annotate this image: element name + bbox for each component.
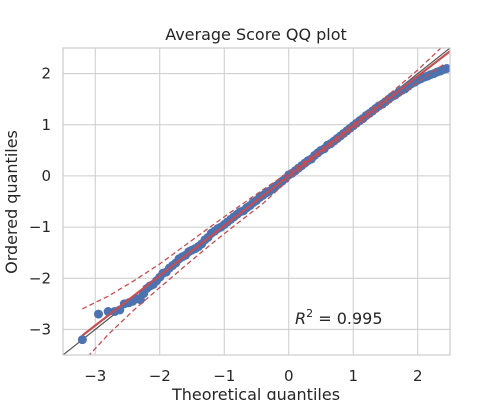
x-tick-label: 2: [413, 367, 423, 385]
fit-line: [81, 50, 450, 337]
data-point: [93, 309, 103, 319]
chart-title: Average Score QQ plot: [165, 25, 347, 44]
x-tick-label: 0: [284, 367, 294, 385]
confidence-band: [82, 48, 444, 355]
plot-frame: [62, 47, 451, 356]
confidence-band-lower: [88, 63, 444, 355]
x-tick-labels: −3 −2 −1 0 1 2: [84, 367, 422, 385]
r-squared-annotation: R2 = 0.995: [295, 307, 383, 328]
x-tick-label: −2: [149, 367, 171, 385]
r-squared-superscript: 2: [306, 307, 313, 320]
x-tick-label: −3: [84, 367, 106, 385]
y-tick-label: −1: [29, 218, 51, 236]
data-point: [442, 63, 450, 73]
r-squared-symbol: R: [295, 309, 306, 328]
y-axis-label: Ordered quantiles: [2, 130, 21, 274]
confidence-band-upper: [82, 48, 442, 310]
y-tick-label: 1: [41, 116, 51, 134]
y-tick-labels: −3 −2 −1 0 1 2: [29, 65, 51, 339]
grid-lines: [63, 48, 450, 355]
fit-line-group: [81, 50, 450, 337]
r-squared-value: = 0.995: [313, 309, 382, 328]
data-points: [77, 63, 450, 345]
x-tick-label: 1: [348, 367, 358, 385]
x-tick-label: −1: [213, 367, 235, 385]
y-tick-label: −2: [29, 269, 51, 287]
y-tick-label: 2: [41, 65, 51, 83]
data-point: [77, 335, 87, 345]
y-tick-label: −3: [29, 320, 51, 338]
y-tick-label: 0: [41, 167, 51, 185]
x-axis-label: Theoretical quantiles: [171, 385, 340, 400]
